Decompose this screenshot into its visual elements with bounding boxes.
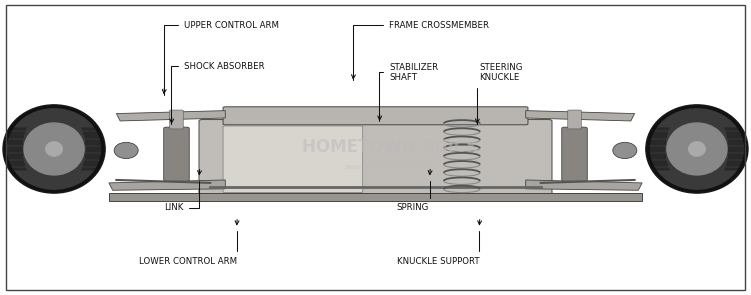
Text: UPPER CONTROL ARM: UPPER CONTROL ARM <box>164 21 279 95</box>
Text: STEERING
KNUCKLE: STEERING KNUCKLE <box>477 63 523 124</box>
Polygon shape <box>109 180 225 190</box>
Ellipse shape <box>647 106 746 192</box>
Ellipse shape <box>654 112 740 186</box>
Text: SHOCK ABSORBER: SHOCK ABSORBER <box>171 62 264 124</box>
Ellipse shape <box>646 105 748 193</box>
Text: LINK: LINK <box>164 181 199 212</box>
Ellipse shape <box>3 105 105 193</box>
Text: SPRING: SPRING <box>397 181 430 212</box>
FancyBboxPatch shape <box>568 110 581 129</box>
Polygon shape <box>526 111 635 121</box>
Text: www.hometownbuick.com: www.hometownbuick.com <box>345 164 436 170</box>
Ellipse shape <box>650 109 743 189</box>
Ellipse shape <box>8 109 101 189</box>
Text: STABILIZER
SHAFT: STABILIZER SHAFT <box>379 63 438 121</box>
Ellipse shape <box>11 112 97 186</box>
Polygon shape <box>116 111 225 121</box>
Ellipse shape <box>689 142 705 156</box>
FancyBboxPatch shape <box>223 126 363 193</box>
Ellipse shape <box>667 123 727 175</box>
Polygon shape <box>526 180 642 190</box>
Text: HOMETOWN BUICK: HOMETOWN BUICK <box>302 138 479 157</box>
FancyBboxPatch shape <box>164 127 189 181</box>
FancyBboxPatch shape <box>199 119 552 199</box>
Ellipse shape <box>114 142 138 159</box>
Ellipse shape <box>5 106 104 192</box>
Text: KNUCKLE SUPPORT: KNUCKLE SUPPORT <box>397 231 479 266</box>
FancyBboxPatch shape <box>562 127 587 181</box>
Ellipse shape <box>46 142 62 156</box>
Text: LOWER CONTROL ARM: LOWER CONTROL ARM <box>139 231 237 266</box>
FancyBboxPatch shape <box>223 107 528 125</box>
Polygon shape <box>109 193 642 201</box>
FancyBboxPatch shape <box>170 110 183 129</box>
Ellipse shape <box>24 123 84 175</box>
Text: FRAME CROSSMEMBER: FRAME CROSSMEMBER <box>353 21 489 80</box>
Ellipse shape <box>613 142 637 159</box>
